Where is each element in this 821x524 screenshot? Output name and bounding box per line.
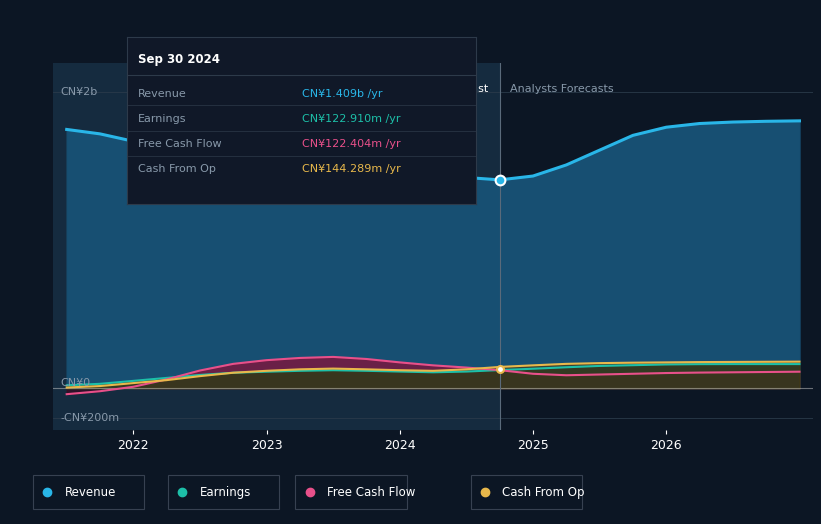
- Text: Revenue: Revenue: [65, 486, 116, 499]
- Text: Free Cash Flow: Free Cash Flow: [328, 486, 415, 499]
- Text: CN¥122.404m /yr: CN¥122.404m /yr: [302, 139, 401, 149]
- Text: Revenue: Revenue: [138, 89, 186, 99]
- Text: Earnings: Earnings: [138, 114, 186, 124]
- Text: Analysts Forecasts: Analysts Forecasts: [511, 84, 614, 94]
- Text: Sep 30 2024: Sep 30 2024: [138, 53, 220, 67]
- Text: Cash From Op: Cash From Op: [138, 164, 216, 174]
- Bar: [53, 63, 500, 430]
- Text: CN¥2b: CN¥2b: [60, 88, 97, 97]
- Text: Earnings: Earnings: [200, 486, 251, 499]
- Text: -CN¥200m: -CN¥200m: [60, 413, 119, 423]
- Text: Past: Past: [466, 84, 489, 94]
- Text: CN¥0: CN¥0: [60, 377, 90, 388]
- Text: CN¥144.289m /yr: CN¥144.289m /yr: [302, 164, 401, 174]
- Text: CN¥1.409b /yr: CN¥1.409b /yr: [302, 89, 383, 99]
- Text: CN¥122.910m /yr: CN¥122.910m /yr: [302, 114, 400, 124]
- Text: Cash From Op: Cash From Op: [502, 486, 585, 499]
- Text: Free Cash Flow: Free Cash Flow: [138, 139, 222, 149]
